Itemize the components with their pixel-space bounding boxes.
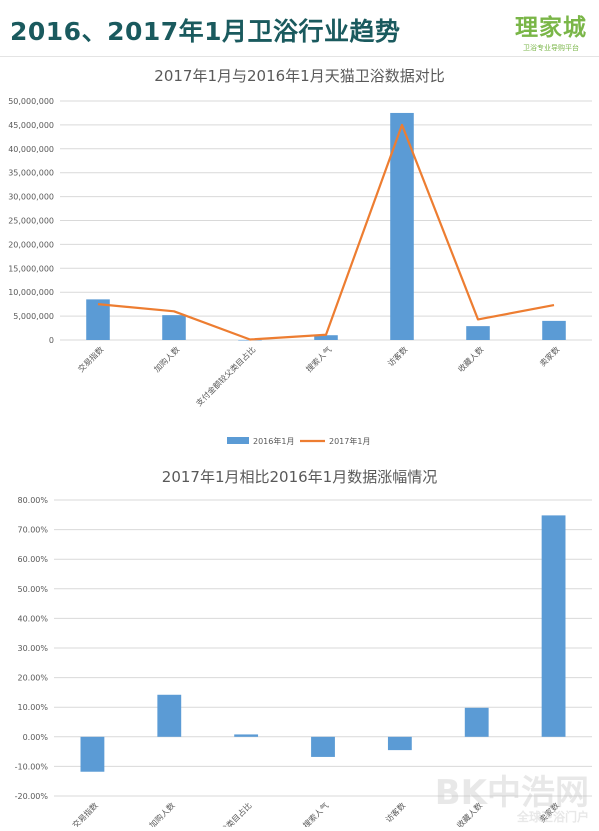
chart1-bar <box>162 315 186 340</box>
chart2-title: 2017年1月相比2016年1月数据涨幅情况 <box>161 468 438 486</box>
chart1-y-tick-label: 0 <box>49 336 54 345</box>
chart1-bar <box>86 299 110 340</box>
chart1-x-tick-label: 支付金额较父类目占比 <box>194 344 258 408</box>
chart2-y-tick-label: 40.00% <box>17 614 48 623</box>
chart2-bar <box>80 736 105 772</box>
chart2-bar <box>157 694 182 737</box>
legend-bar-swatch <box>227 437 249 444</box>
chart2-bar <box>387 736 412 751</box>
chart1-x-tick-label: 卖家数 <box>537 344 561 368</box>
chart1-y-tick-label: 40,000,000 <box>8 145 54 154</box>
chart2-y-tick-label: -10.00% <box>15 762 49 771</box>
logo-sub-text: 卫浴专业导购平台 <box>523 44 579 52</box>
chart1-x-tick-label: 收藏人数 <box>456 344 486 374</box>
logo-main-text: 理家城 <box>515 15 587 41</box>
header: 2016、2017年1月卫浴行业趋势 理家城 卫浴专业导购平台 <box>0 0 599 56</box>
watermark-logo: BK中浩网 全球卫浴门户 <box>435 765 589 825</box>
legend-bar-label: 2016年1月 <box>253 436 294 446</box>
chart1-x-tick-label: 访客数 <box>385 344 409 368</box>
chart2-bar <box>311 736 335 757</box>
chart2-y-tick-label: 30.00% <box>17 644 48 653</box>
chart2-y-tick-label: 10.00% <box>17 703 48 712</box>
chart1-title: 2017年1月与2016年1月天猫卫浴数据对比 <box>154 67 445 85</box>
chart1-y-tick-label: 35,000,000 <box>8 169 54 178</box>
growth-chart: 2017年1月相比2016年1月数据涨幅情况 80.00% 70.00% 60.00… <box>0 458 599 831</box>
chart1-bar <box>466 326 490 340</box>
chart2-plot: 80.00% 70.00% 60.00% 50.00% 40.00% 30.00% 20.0… <box>15 496 592 831</box>
chart1-y-tick-label: 45,000,000 <box>8 121 54 130</box>
watermark-main: BK中浩网 <box>434 773 589 813</box>
chart2-x-tick-label: 交易指数 <box>70 800 100 827</box>
chart2-x-tick-label: 访客数 <box>383 800 407 824</box>
chart2-y-tick-label: -20.00% <box>15 792 49 801</box>
chart1-y-tick-label: 25,000,000 <box>8 217 54 226</box>
chart2-y-tick-label: 60.00% <box>17 555 48 564</box>
chart1-y-tick-label: 15,000,000 <box>8 264 54 273</box>
watermark-sub: 全球卫浴门户 <box>516 810 589 824</box>
chart1-y-tick-label: 50,000,000 <box>8 97 54 106</box>
chart1-y-tick-label: 5,000,000 <box>13 312 54 321</box>
chart1-y-tick-label: 20,000,000 <box>8 240 54 249</box>
chart2-bar <box>541 515 566 737</box>
chart2-y-tick-label: 70.00% <box>17 526 48 535</box>
page-title: 2016、2017年1月卫浴行业趋势 <box>10 17 401 46</box>
chart1-x-tick-label: 搜索人气 <box>304 344 334 374</box>
chart2-bar <box>464 707 489 737</box>
chart2-y-tick-label: 0.00% <box>23 733 49 742</box>
comparison-chart: 2017年1月与2016年1月天猫卫浴数据对比 50,000,000 45,000… <box>0 57 599 457</box>
brand-logo: 理家城 卫浴专业导购平台 <box>513 8 589 53</box>
chart2-x-tick-label: 加购人数 <box>147 800 177 827</box>
chart2-bar <box>234 734 259 737</box>
chart1-bar <box>542 320 566 340</box>
chart1-x-tick-label: 交易指数 <box>76 344 106 374</box>
header-divider <box>0 56 599 57</box>
chart2-y-tick-label: 50.00% <box>17 585 48 594</box>
chart1-bar <box>390 112 414 340</box>
chart2-y-tick-label: 80.00% <box>17 496 48 505</box>
legend-line-label: 2017年1月 <box>329 436 370 446</box>
chart1-plot: 50,000,000 45,000,000 40,000,000 35,000,000… <box>8 97 592 446</box>
chart2-y-tick-label: 20.00% <box>17 674 48 683</box>
chart2-x-tick-label: 搜索人气 <box>301 800 331 827</box>
chart1-x-tick-label: 加购人数 <box>152 344 182 374</box>
chart1-bar <box>314 335 338 340</box>
chart1-line-series <box>97 123 555 341</box>
chart2-x-tick-label: 支付金额较父类目占比 <box>190 800 254 827</box>
chart1-y-tick-label: 10,000,000 <box>8 288 54 297</box>
chart1-y-tick-label: 30,000,000 <box>8 193 54 202</box>
